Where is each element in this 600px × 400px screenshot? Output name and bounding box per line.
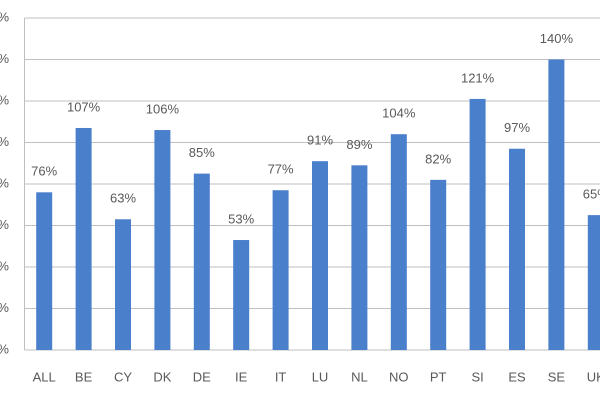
value-label: 104% <box>382 106 416 121</box>
bar <box>75 127 92 350</box>
bar <box>233 240 250 350</box>
bar <box>430 179 447 350</box>
y-tick-label: 160% <box>0 9 9 24</box>
bar <box>587 215 600 350</box>
y-tick-label: 120% <box>0 92 9 107</box>
bar <box>272 190 289 350</box>
x-tick-label: DK <box>153 369 171 384</box>
value-label: 76% <box>31 164 57 179</box>
x-tick-label: NL <box>351 369 368 384</box>
y-tick-label: 100% <box>0 134 9 149</box>
value-label: 107% <box>67 99 101 114</box>
y-tick-label: 60% <box>0 217 9 232</box>
x-tick-label: UK <box>587 369 600 384</box>
bar <box>351 165 368 350</box>
value-label: 82% <box>425 151 451 166</box>
x-tick-label: DE <box>193 369 211 384</box>
x-tick-label: CY <box>114 369 132 384</box>
x-tick-label: LU <box>312 369 329 384</box>
value-label: 63% <box>110 191 136 206</box>
value-label: 140% <box>540 31 574 46</box>
bar <box>312 161 328 350</box>
x-tick-label: IT <box>275 369 287 384</box>
value-label: 53% <box>228 211 254 226</box>
value-label: 85% <box>189 145 215 160</box>
x-tick-label: IE <box>235 369 248 384</box>
value-label: 91% <box>307 133 333 148</box>
y-tick-label: 80% <box>0 175 9 190</box>
bar <box>154 130 171 350</box>
bar <box>469 98 486 350</box>
value-label: 89% <box>346 137 372 152</box>
bar <box>509 148 525 350</box>
x-tick-label: SI <box>471 369 483 384</box>
value-label: 106% <box>146 101 180 116</box>
x-tick-label: SE <box>548 369 566 384</box>
x-tick-label: PT <box>430 369 447 384</box>
x-tick-label: NO <box>389 369 409 384</box>
value-label: 77% <box>268 162 294 177</box>
bar <box>115 219 131 350</box>
y-tick-label: 20% <box>0 300 9 315</box>
bar <box>390 134 407 350</box>
y-tick-label: 0% <box>0 341 9 356</box>
y-tick-label: 140% <box>0 51 9 66</box>
bar <box>36 192 53 350</box>
bar <box>548 59 565 350</box>
y-tick-label: 40% <box>0 258 9 273</box>
bar <box>193 173 210 350</box>
x-tick-label: ES <box>508 369 526 384</box>
value-label: 97% <box>504 120 530 135</box>
value-label: 121% <box>461 70 495 85</box>
x-tick-label: BE <box>75 369 93 384</box>
x-tick-label: ALL <box>33 369 56 384</box>
value-label: 65% <box>583 187 600 202</box>
